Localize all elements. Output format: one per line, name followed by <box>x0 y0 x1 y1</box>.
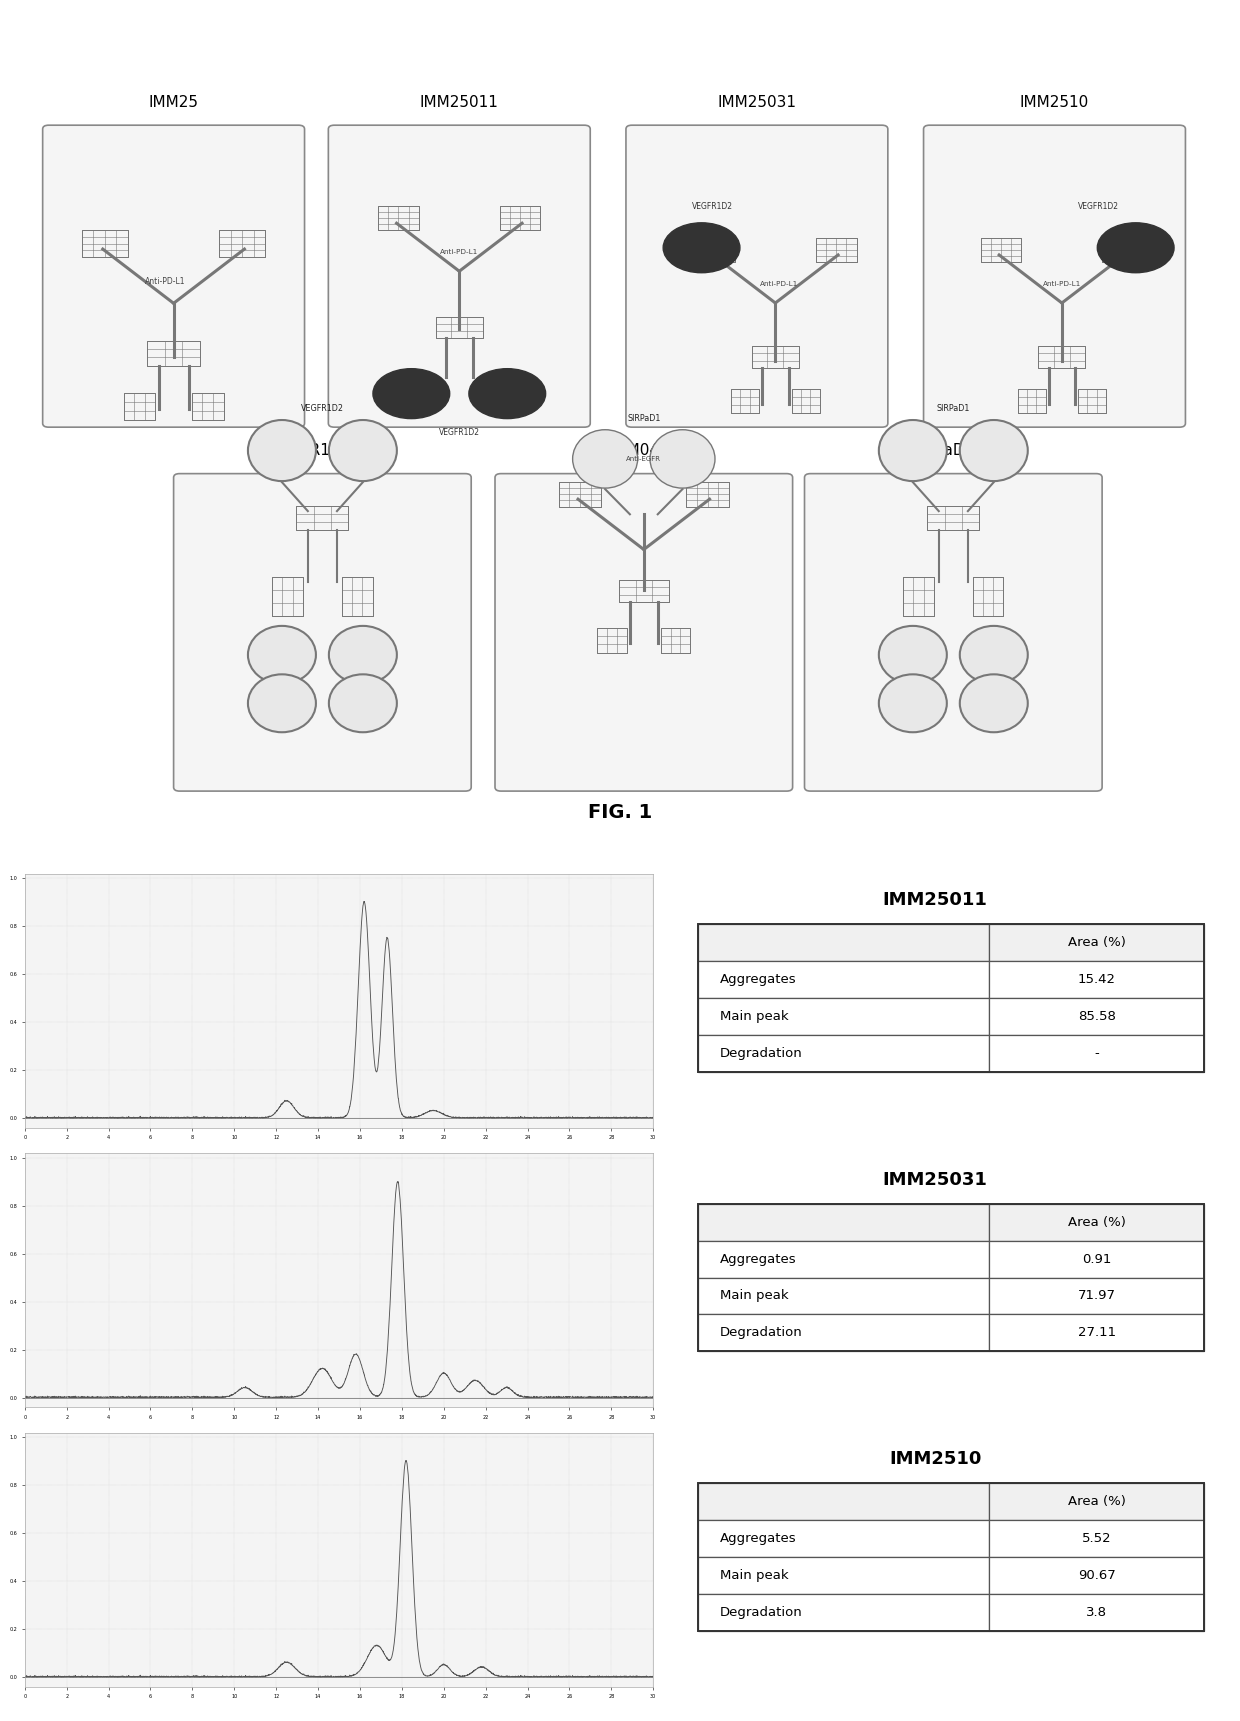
Text: SIRPaD1: SIRPaD1 <box>936 404 970 413</box>
Text: Area (%): Area (%) <box>1068 936 1126 950</box>
Text: Degradation: Degradation <box>719 1327 802 1339</box>
Text: Anti-EGFR: Anti-EGFR <box>626 456 661 461</box>
FancyBboxPatch shape <box>329 126 590 427</box>
Circle shape <box>469 368 546 418</box>
Text: Anti-PD-L1: Anti-PD-L1 <box>760 281 799 287</box>
Text: Main peak: Main peak <box>719 1289 789 1303</box>
Ellipse shape <box>960 675 1028 731</box>
Bar <box>990 1277 1204 1315</box>
Text: IMM25011: IMM25011 <box>420 95 498 110</box>
Text: Area (%): Area (%) <box>1068 1215 1126 1229</box>
Text: Area (%): Area (%) <box>1068 1496 1126 1508</box>
Text: Main peak: Main peak <box>719 1570 789 1582</box>
Text: VEGFR1D2: VEGFR1D2 <box>1079 203 1120 212</box>
Bar <box>698 1241 990 1277</box>
Circle shape <box>373 368 450 418</box>
Bar <box>990 924 1204 962</box>
Text: Degradation: Degradation <box>719 1606 802 1619</box>
Text: 27.11: 27.11 <box>1078 1327 1116 1339</box>
Ellipse shape <box>329 420 397 482</box>
Text: Anti-PD-L1: Anti-PD-L1 <box>145 277 186 286</box>
Bar <box>698 1520 990 1558</box>
Bar <box>990 1241 1204 1277</box>
Bar <box>698 1205 990 1241</box>
Text: Aggregates: Aggregates <box>719 1532 796 1545</box>
Ellipse shape <box>650 430 715 489</box>
Ellipse shape <box>329 626 397 683</box>
Bar <box>698 1277 990 1315</box>
Bar <box>990 1034 1204 1072</box>
Ellipse shape <box>573 430 637 489</box>
Ellipse shape <box>879 626 947 683</box>
Bar <box>990 1520 1204 1558</box>
Bar <box>990 1205 1204 1241</box>
Text: -: - <box>1095 1046 1099 1060</box>
Bar <box>698 998 990 1034</box>
FancyBboxPatch shape <box>626 126 888 427</box>
Text: IMM0404: IMM0404 <box>609 442 678 458</box>
Bar <box>990 998 1204 1034</box>
FancyBboxPatch shape <box>924 126 1185 427</box>
Bar <box>698 962 990 998</box>
Text: IMM25011: IMM25011 <box>883 891 987 909</box>
Bar <box>698 1484 1204 1632</box>
Circle shape <box>1097 222 1174 272</box>
Text: Aggregates: Aggregates <box>719 972 796 986</box>
Bar <box>990 962 1204 998</box>
Ellipse shape <box>960 420 1028 482</box>
Text: 90.67: 90.67 <box>1078 1570 1116 1582</box>
Bar <box>698 1558 990 1594</box>
Bar <box>990 1558 1204 1594</box>
Text: VEGFR1D2: VEGFR1D2 <box>439 427 480 437</box>
FancyBboxPatch shape <box>174 473 471 792</box>
Bar <box>698 1205 1204 1351</box>
Text: 15.42: 15.42 <box>1078 972 1116 986</box>
Ellipse shape <box>248 675 316 731</box>
Ellipse shape <box>248 626 316 683</box>
Bar <box>698 1034 990 1072</box>
Bar <box>990 1315 1204 1351</box>
Text: IMM25031: IMM25031 <box>718 95 796 110</box>
FancyBboxPatch shape <box>495 473 792 792</box>
Text: Degradation: Degradation <box>719 1046 802 1060</box>
Bar <box>698 924 1204 1072</box>
Text: 5.52: 5.52 <box>1081 1532 1111 1545</box>
Text: SIRPaD1-Fc: SIRPaD1-Fc <box>910 442 997 458</box>
Text: 0.91: 0.91 <box>1083 1253 1111 1265</box>
Text: IMM2510: IMM2510 <box>889 1451 981 1468</box>
Text: 85.58: 85.58 <box>1078 1010 1116 1022</box>
Bar <box>698 1484 990 1520</box>
Ellipse shape <box>960 626 1028 683</box>
Bar <box>698 1315 990 1351</box>
Text: VEGFR1D2: VEGFR1D2 <box>301 404 343 413</box>
Text: Aggregates: Aggregates <box>719 1253 796 1265</box>
Text: VEGFR1D2: VEGFR1D2 <box>692 203 733 212</box>
Text: 3.8: 3.8 <box>1086 1606 1107 1619</box>
Text: IMM25031: IMM25031 <box>883 1170 987 1189</box>
Ellipse shape <box>879 675 947 731</box>
Ellipse shape <box>879 420 947 482</box>
Bar <box>698 1594 990 1632</box>
Bar <box>698 924 990 962</box>
Text: FIG. 2: FIG. 2 <box>588 1661 652 1680</box>
Text: VEGFR1D2-Fc: VEGFR1D2-Fc <box>270 442 374 458</box>
Text: Anti-PD-L1: Anti-PD-L1 <box>440 250 479 255</box>
Bar <box>990 1484 1204 1520</box>
Text: IMM25: IMM25 <box>149 95 198 110</box>
FancyBboxPatch shape <box>805 473 1102 792</box>
FancyBboxPatch shape <box>42 126 305 427</box>
Text: SIRPaD1: SIRPaD1 <box>627 415 661 423</box>
Bar <box>990 1594 1204 1632</box>
Text: FIG. 1: FIG. 1 <box>588 804 652 823</box>
Text: Anti-PD-L1: Anti-PD-L1 <box>1043 281 1081 287</box>
Text: Main peak: Main peak <box>719 1010 789 1022</box>
Ellipse shape <box>329 675 397 731</box>
Text: 71.97: 71.97 <box>1078 1289 1116 1303</box>
Circle shape <box>663 222 740 272</box>
Text: IMM2510: IMM2510 <box>1019 95 1089 110</box>
Ellipse shape <box>248 420 316 482</box>
